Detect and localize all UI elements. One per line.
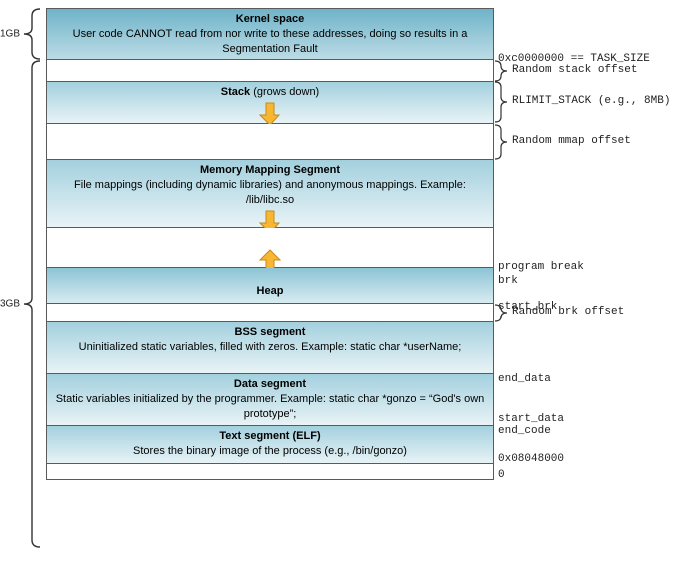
left-brace: 3GB (0, 60, 44, 548)
right-label: RLIMIT_STACK (e.g., 8MB) (512, 95, 670, 107)
left-brace-label: 3GB (0, 299, 20, 310)
segment-desc: File mappings (including dynamic librari… (74, 179, 466, 206)
right-label: end_code (498, 425, 551, 437)
segment-desc: Static variables initialized by the prog… (56, 393, 485, 420)
right-label: 0x08048000 (498, 453, 564, 465)
left-brace: 1GB (0, 8, 44, 60)
right-label: Random brk offset (512, 306, 624, 318)
segment-desc: User code CANNOT read from nor write to … (73, 28, 468, 55)
memory-layout-diagram: Kernel space User code CANNOT read from n… (46, 8, 686, 480)
segment-heap: Heap (46, 268, 494, 304)
right-label: end_data (498, 373, 551, 385)
segment-desc: Stores the binary image of the process (… (133, 445, 407, 457)
segment-gap-brk-offset (46, 304, 494, 322)
segment-gap-stack-offset (46, 60, 494, 82)
segment-title-suffix: (grows down) (250, 86, 319, 98)
segment-title: Heap (257, 285, 284, 297)
segment-gap-heap-top (46, 228, 494, 268)
right-brace (494, 81, 508, 126)
segment-data: Data segment Static variables initialized… (46, 374, 494, 426)
right-brace (494, 304, 508, 325)
right-label: brk (498, 275, 518, 287)
right-brace (494, 124, 508, 163)
right-label: program break (498, 261, 584, 273)
segment-gap-mmap-offset (46, 124, 494, 160)
segment-title: Data segment (234, 378, 306, 390)
segment-text: Text segment (ELF) Stores the binary imag… (46, 426, 494, 464)
segment-bss: BSS segment Uninitialized static variable… (46, 322, 494, 374)
segment-title: BSS segment (235, 326, 306, 338)
segment-kernel: Kernel space User code CANNOT read from n… (46, 8, 494, 60)
segment-stack: Stack (grows down) (46, 82, 494, 124)
memory-column: Kernel space User code CANNOT read from n… (46, 8, 494, 480)
right-label: start_data (498, 413, 564, 425)
segment-title: Stack (221, 86, 250, 98)
segment-mmap: Memory Mapping Segment File mappings (inc… (46, 160, 494, 228)
segment-title: Text segment (ELF) (219, 430, 320, 442)
right-label: Random mmap offset (512, 135, 631, 147)
segment-desc: Uninitialized static variables, filled w… (79, 341, 462, 353)
right-label: Random stack offset (512, 64, 637, 76)
segment-title: Memory Mapping Segment (200, 164, 340, 176)
segment-title: Kernel space (236, 13, 304, 25)
right-label: 0 (498, 469, 505, 481)
left-brace-label: 1GB (0, 29, 20, 40)
segment-gap-bottom (46, 464, 494, 480)
